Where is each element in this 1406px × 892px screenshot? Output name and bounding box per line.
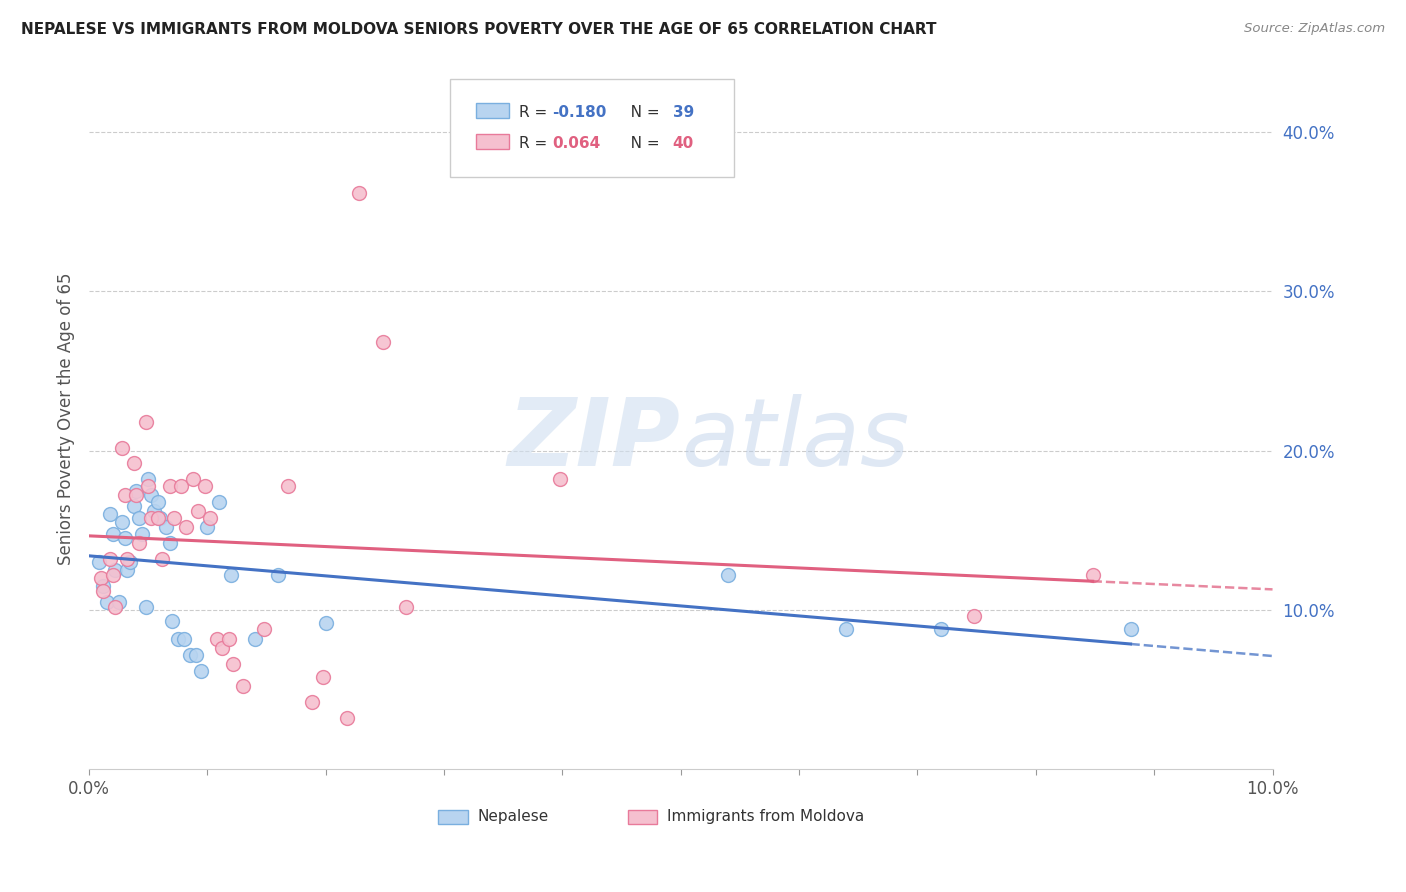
Point bbox=[253, 622, 276, 636]
Point bbox=[243, 632, 266, 646]
Text: Immigrants from Moldova: Immigrants from Moldova bbox=[666, 809, 863, 824]
Text: 0.064: 0.064 bbox=[551, 136, 600, 151]
Point bbox=[104, 563, 127, 577]
Point bbox=[128, 510, 150, 524]
Point bbox=[120, 555, 142, 569]
Text: Source: ZipAtlas.com: Source: ZipAtlas.com bbox=[1244, 22, 1385, 36]
Point bbox=[170, 479, 193, 493]
Point bbox=[125, 483, 148, 498]
Point bbox=[218, 632, 240, 646]
Text: R =: R = bbox=[519, 136, 551, 151]
Point bbox=[205, 632, 228, 646]
Point bbox=[114, 532, 136, 546]
Point bbox=[835, 622, 858, 636]
FancyBboxPatch shape bbox=[477, 103, 509, 119]
Point bbox=[146, 494, 169, 508]
Point bbox=[101, 568, 124, 582]
Point bbox=[347, 186, 370, 200]
Point bbox=[91, 579, 114, 593]
Point bbox=[232, 680, 254, 694]
Point bbox=[131, 526, 153, 541]
Point bbox=[115, 563, 138, 577]
Point bbox=[155, 520, 177, 534]
Text: -0.180: -0.180 bbox=[551, 105, 606, 120]
Point bbox=[267, 568, 290, 582]
Point bbox=[122, 457, 145, 471]
Point bbox=[187, 504, 209, 518]
Point bbox=[146, 510, 169, 524]
Point bbox=[115, 552, 138, 566]
Point bbox=[101, 526, 124, 541]
Point bbox=[190, 664, 212, 678]
Point bbox=[149, 510, 172, 524]
Point bbox=[135, 599, 157, 614]
FancyBboxPatch shape bbox=[627, 810, 657, 824]
Point bbox=[963, 609, 986, 624]
Point bbox=[211, 641, 233, 656]
Point bbox=[104, 599, 127, 614]
Point bbox=[173, 632, 195, 646]
Point bbox=[395, 599, 418, 614]
Text: 40: 40 bbox=[672, 136, 693, 151]
FancyBboxPatch shape bbox=[477, 134, 509, 149]
Text: R =: R = bbox=[519, 105, 551, 120]
Point bbox=[122, 500, 145, 514]
Point bbox=[301, 695, 323, 709]
FancyBboxPatch shape bbox=[450, 79, 734, 178]
Point bbox=[125, 488, 148, 502]
Point bbox=[929, 622, 952, 636]
Point bbox=[160, 614, 183, 628]
Point bbox=[100, 552, 122, 566]
Point bbox=[152, 552, 174, 566]
Point bbox=[90, 571, 112, 585]
Point bbox=[548, 472, 571, 486]
FancyBboxPatch shape bbox=[439, 810, 468, 824]
Text: 39: 39 bbox=[672, 105, 693, 120]
Y-axis label: Seniors Poverty Over the Age of 65: Seniors Poverty Over the Age of 65 bbox=[58, 273, 75, 566]
Point bbox=[184, 648, 207, 662]
Text: N =: N = bbox=[616, 136, 664, 151]
Point bbox=[91, 583, 114, 598]
Point bbox=[277, 479, 299, 493]
Point bbox=[315, 615, 337, 630]
Point bbox=[96, 595, 118, 609]
Point bbox=[197, 520, 219, 534]
Point bbox=[194, 479, 217, 493]
Point bbox=[312, 670, 335, 684]
Text: N =: N = bbox=[616, 105, 664, 120]
Point bbox=[136, 472, 159, 486]
Point bbox=[222, 657, 245, 672]
Point bbox=[139, 488, 162, 502]
Point bbox=[111, 516, 134, 530]
Text: ZIP: ZIP bbox=[508, 394, 681, 486]
Point bbox=[336, 711, 359, 725]
Point bbox=[128, 536, 150, 550]
Point bbox=[181, 472, 204, 486]
Point bbox=[1081, 568, 1104, 582]
Point bbox=[107, 595, 129, 609]
Text: Nepalese: Nepalese bbox=[477, 809, 548, 824]
Point bbox=[87, 555, 110, 569]
Point bbox=[159, 479, 181, 493]
Point bbox=[717, 568, 740, 582]
Point bbox=[159, 536, 181, 550]
Point bbox=[174, 520, 197, 534]
Point bbox=[219, 568, 242, 582]
Point bbox=[136, 479, 159, 493]
Point bbox=[198, 510, 221, 524]
Point bbox=[179, 648, 201, 662]
Point bbox=[208, 494, 231, 508]
Point bbox=[371, 335, 394, 350]
Point bbox=[143, 504, 166, 518]
Point bbox=[111, 441, 134, 455]
Point bbox=[163, 510, 186, 524]
Point bbox=[166, 632, 188, 646]
Point bbox=[100, 508, 122, 522]
Point bbox=[139, 510, 162, 524]
Text: atlas: atlas bbox=[681, 394, 910, 485]
Point bbox=[135, 415, 157, 429]
Point bbox=[1119, 622, 1142, 636]
Point bbox=[114, 488, 136, 502]
Text: NEPALESE VS IMMIGRANTS FROM MOLDOVA SENIORS POVERTY OVER THE AGE OF 65 CORRELATI: NEPALESE VS IMMIGRANTS FROM MOLDOVA SENI… bbox=[21, 22, 936, 37]
